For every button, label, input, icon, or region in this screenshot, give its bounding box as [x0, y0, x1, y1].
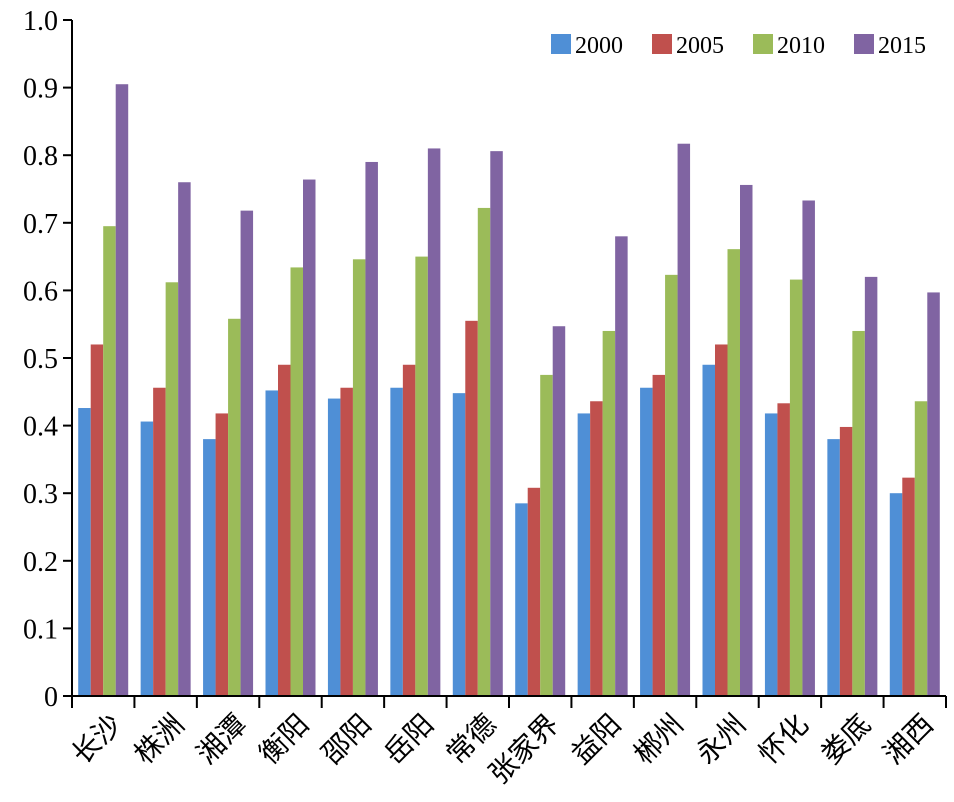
y-tick-label: 0.7: [23, 209, 58, 240]
bar-2015-14: [927, 292, 940, 696]
bar-2005-12: [777, 403, 790, 696]
bar-2010-7: [477, 207, 491, 696]
bar-2000-4: [265, 390, 278, 696]
bar-2000-8: [515, 503, 528, 696]
bar-2005-4: [278, 364, 291, 696]
legend-label-2005: 2005: [676, 33, 724, 59]
x-category-label: 株洲: [128, 708, 191, 771]
bar-2010-8: [540, 374, 553, 696]
bar-2005-11: [715, 344, 728, 696]
x-category-label: 岳阳: [377, 708, 440, 771]
bar-2000-11: [702, 364, 715, 696]
bar-2015-6: [427, 148, 441, 696]
x-category-label: 郴州: [627, 708, 690, 771]
legend-swatch-2005: [652, 34, 672, 54]
bar-2010-4: [290, 267, 303, 696]
x-category-label: 张家界: [482, 708, 565, 791]
y-tick-label: 0.8: [23, 141, 58, 172]
legend-label-2000: 2000: [575, 33, 623, 59]
x-category-label: 湘潭: [190, 708, 253, 771]
bar-2000-12: [764, 413, 778, 696]
bar-2000-1: [78, 408, 91, 696]
bar-2000-3: [203, 439, 216, 696]
bar-2010-14: [914, 401, 928, 696]
bar-2005-13: [839, 426, 853, 696]
bar-2005-14: [902, 477, 915, 696]
bar-2005-6: [402, 364, 416, 696]
bar-2015-13: [864, 276, 878, 696]
x-category-label: 衡阳: [253, 708, 316, 771]
bar-2005-1: [90, 344, 104, 696]
bar-2010-2: [165, 282, 179, 696]
bar-2005-5: [340, 387, 353, 696]
x-category-label: 邵阳: [315, 708, 378, 771]
bar-2000-7: [452, 393, 466, 696]
y-tick-label: 0.6: [23, 276, 58, 307]
bar-2010-13: [852, 330, 865, 696]
bar-2015-5: [365, 161, 378, 696]
y-tick-label: 1.0: [23, 6, 58, 37]
bar-2015-10: [677, 143, 691, 696]
bar-2010-5: [352, 259, 366, 696]
bar-2010-3: [228, 318, 241, 696]
x-category-label: 益阳: [565, 708, 628, 771]
legend-swatch-2015: [854, 34, 874, 54]
bar-2005-3: [215, 413, 229, 696]
bar-2015-9: [615, 236, 628, 696]
x-category-label: 永州: [690, 708, 753, 771]
y-tick-label: 0.5: [23, 344, 58, 375]
bar-2015-1: [115, 84, 129, 697]
x-category-label: 怀化: [752, 708, 815, 771]
bar-2015-11: [740, 184, 753, 696]
y-tick-label: 0.4: [23, 412, 58, 443]
bar-2010-1: [103, 226, 116, 696]
bar-2000-13: [827, 439, 840, 696]
legend-swatch-2010: [753, 34, 773, 54]
bar-2010-11: [727, 249, 740, 696]
legend-swatch-2000: [551, 34, 571, 54]
bars-layer: [78, 84, 940, 697]
bar-2015-12: [802, 200, 815, 697]
bar-2000-2: [140, 421, 154, 696]
bar-2010-12: [789, 279, 803, 696]
bar-2000-10: [640, 387, 653, 696]
legend: 2000 2005 2010 2015: [551, 33, 926, 59]
bar-2015-4: [303, 179, 316, 697]
bar-2005-2: [153, 387, 166, 696]
bar-2005-8: [527, 487, 541, 696]
legend-label-2015: 2015: [878, 33, 926, 59]
x-category-label: 娄底: [814, 708, 877, 771]
y-tick-label: 0.9: [23, 74, 58, 105]
bar-2000-5: [327, 398, 341, 696]
legend-label-2010: 2010: [777, 33, 825, 59]
y-tick-label: 0.1: [23, 614, 58, 645]
bar-2010-6: [415, 256, 428, 696]
x-category-label: 长沙: [65, 708, 128, 771]
bar-2005-7: [465, 320, 478, 696]
bar-2015-2: [178, 182, 191, 697]
bar-2015-7: [490, 151, 503, 696]
bar-2000-9: [577, 413, 591, 696]
bar-2005-9: [590, 401, 603, 696]
bar-2015-3: [240, 210, 254, 696]
y-tick-label: 0.3: [23, 479, 58, 510]
y-tick-label: 0.2: [23, 547, 58, 578]
bar-2000-6: [390, 387, 403, 696]
bar-2010-9: [602, 330, 616, 696]
x-category-label: 湘西: [877, 708, 940, 771]
bar-2015-8: [552, 326, 566, 696]
y-tick-label: 0: [44, 682, 58, 713]
bar-2000-14: [889, 493, 903, 696]
bar-2010-10: [665, 274, 678, 696]
bar-2005-10: [652, 374, 666, 696]
